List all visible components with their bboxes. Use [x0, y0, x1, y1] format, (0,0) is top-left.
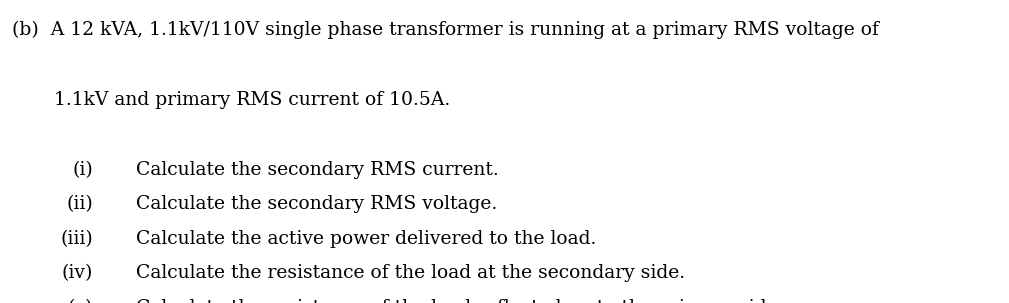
Text: (v): (v) — [68, 299, 93, 303]
Text: (b)  A 12 kVA, 1.1kV/110V single phase transformer is running at a primary RMS v: (b) A 12 kVA, 1.1kV/110V single phase tr… — [12, 21, 879, 39]
Text: Calculate the resistance of the load reflected on to the primary side.: Calculate the resistance of the load ref… — [136, 299, 784, 303]
Text: (ii): (ii) — [66, 195, 93, 213]
Text: Calculate the resistance of the load at the secondary side.: Calculate the resistance of the load at … — [136, 264, 685, 282]
Text: Calculate the secondary RMS voltage.: Calculate the secondary RMS voltage. — [136, 195, 497, 213]
Text: (iii): (iii) — [61, 230, 93, 248]
Text: Calculate the active power delivered to the load.: Calculate the active power delivered to … — [136, 230, 596, 248]
Text: (iv): (iv) — [62, 264, 93, 282]
Text: (i): (i) — [72, 161, 93, 178]
Text: Calculate the secondary RMS current.: Calculate the secondary RMS current. — [136, 161, 499, 178]
Text: 1.1kV and primary RMS current of 10.5A.: 1.1kV and primary RMS current of 10.5A. — [12, 91, 450, 109]
